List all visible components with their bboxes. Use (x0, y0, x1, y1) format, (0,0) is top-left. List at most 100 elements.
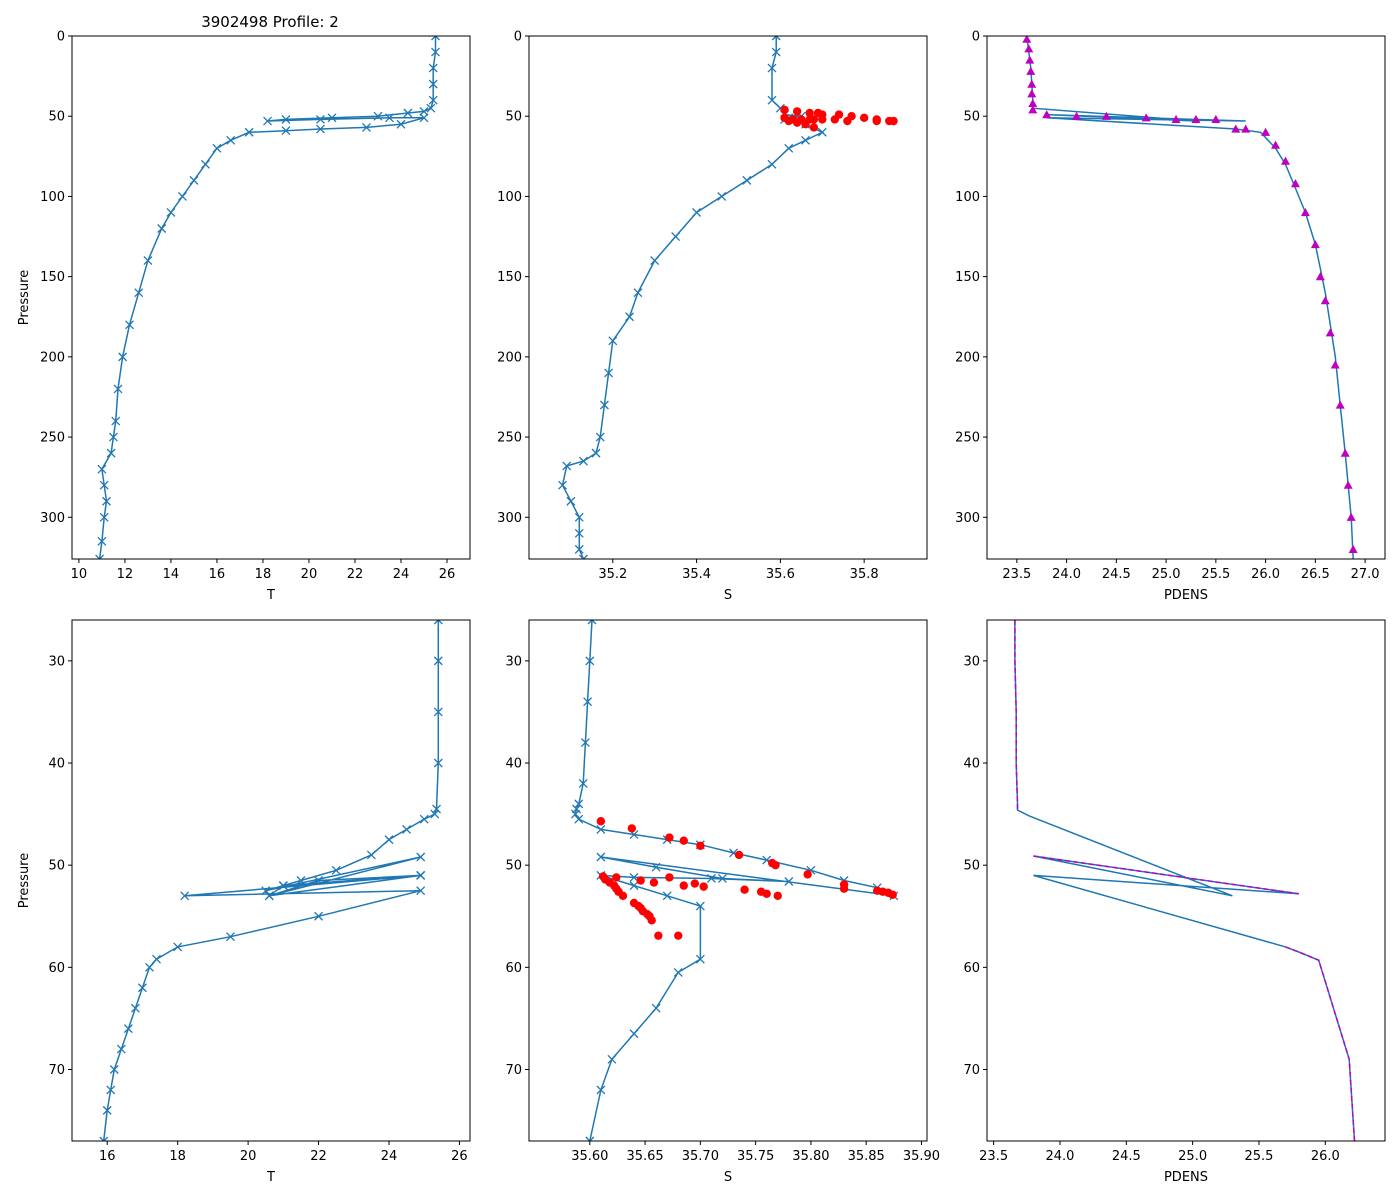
flagged-point (780, 105, 789, 114)
y-tick-label: 150 (497, 270, 522, 285)
data-point (113, 384, 123, 394)
data-point (673, 967, 683, 977)
data-point (784, 143, 794, 153)
x-axis-label: S (724, 1170, 732, 1185)
density-point (1346, 512, 1356, 521)
y-axis-label: Pressure (17, 853, 32, 909)
data-point (123, 1024, 133, 1034)
x-tick-label: 27.0 (1351, 567, 1380, 582)
series-pdens-dashed-2 (1033, 855, 1299, 895)
data-point (574, 512, 584, 522)
density-point (1141, 113, 1151, 122)
x-tick-label: 35.75 (737, 1149, 774, 1164)
y-tick-label: 40 (963, 757, 980, 772)
data-point (130, 1003, 140, 1013)
y-tick-label: 100 (40, 190, 65, 205)
x-axis-label: S (724, 588, 732, 603)
flagged-point (792, 118, 802, 127)
data-point (314, 876, 324, 885)
y-tick-label: 0 (57, 30, 65, 45)
density-point (1072, 111, 1082, 120)
y-tick-label: 60 (963, 961, 980, 976)
x-axis-label: T (266, 1170, 275, 1185)
density-point (1241, 124, 1251, 133)
y-tick-label: 70 (963, 1063, 980, 1078)
data-point (428, 63, 438, 73)
x-tick-label: 35.6 (766, 567, 795, 582)
data-point (784, 877, 794, 886)
x-tick-label: 35.2 (598, 567, 627, 582)
data-point (134, 288, 144, 298)
x-tick-label: 23.5 (1002, 567, 1031, 582)
x-tick-label: 25.0 (1178, 1149, 1207, 1164)
data-point (125, 320, 134, 330)
data-point (263, 116, 273, 126)
y-tick-label: 50 (48, 859, 65, 874)
flagged-point (665, 873, 674, 882)
data-point (651, 1003, 661, 1013)
flagged-point (830, 115, 840, 124)
data-point (314, 911, 324, 921)
y-tick-label: 200 (40, 350, 65, 365)
data-point (767, 159, 777, 169)
flagged-point (696, 841, 705, 850)
density-point (1026, 66, 1036, 75)
y-tick-label: 40 (48, 757, 65, 772)
data-point (106, 448, 116, 458)
density-point (1231, 124, 1241, 133)
data-point (102, 1105, 112, 1115)
x-tick-label: 16 (99, 1149, 116, 1164)
y-tick-label: 70 (505, 1063, 522, 1078)
flagged-point (801, 120, 810, 129)
density-point (1271, 140, 1281, 149)
data-point (116, 1044, 126, 1054)
subplot-sal-full: 35.2 35.4 35.6 35.8 0 50 100 150 200 250 300 S (497, 30, 928, 603)
density-point (1211, 114, 1221, 124)
flagged-point (809, 123, 819, 132)
y-tick-label: 0 (972, 30, 980, 45)
x-tick-label: 24 (393, 567, 410, 582)
flagged-point (699, 882, 708, 891)
data-point (433, 758, 443, 768)
y-axis-label: Pressure (17, 270, 32, 326)
data-point (99, 480, 109, 490)
data-point (106, 1085, 116, 1095)
density-point (1101, 111, 1111, 120)
series-pdens-dashed (1014, 620, 1019, 810)
density-point (1281, 156, 1290, 165)
data-point (431, 47, 440, 57)
data-point (177, 191, 187, 201)
subplot-dens-full: 23.5 24.0 24.5 25.0 25.5 26.0 26.5 27.0 0 50 100 15… (955, 30, 1386, 603)
data-point (695, 901, 705, 911)
y-tick-label: 60 (48, 961, 65, 976)
data-point (671, 232, 681, 241)
subplot-dens-zoom: 23.5 24.0 24.5 25.0 25.5 26.0 30 40 50 60 70 PDENS (963, 619, 1386, 1185)
density-point (1343, 480, 1353, 489)
axes-frame (71, 35, 471, 560)
data-point (596, 824, 606, 834)
data-point (385, 113, 394, 123)
density-point (1042, 110, 1052, 119)
series-t (99, 620, 443, 1141)
x-tick-label: 22 (310, 1149, 327, 1164)
data-point (180, 891, 190, 901)
flagged-point (654, 931, 663, 940)
x-tick-label: 26 (451, 1149, 468, 1164)
density-point (1027, 89, 1037, 98)
density-point (1027, 79, 1037, 88)
data-point (327, 113, 337, 123)
x-tick-label: 16 (209, 567, 226, 582)
series-t (95, 36, 440, 559)
flagged-point (649, 878, 659, 887)
data-point (433, 620, 443, 625)
flagged-point (872, 116, 881, 126)
data-point (189, 175, 199, 185)
data-point (591, 448, 601, 458)
series-line-pdens-dashed (1014, 620, 1019, 810)
subplot-sal-zoom: 35.60 35.65 35.70 35.75 35.80 35.85 35.90 30 40 5… (505, 619, 940, 1185)
flagged-point (839, 884, 849, 893)
data-point (145, 962, 154, 972)
data-point (570, 809, 580, 819)
data-point (608, 336, 618, 346)
